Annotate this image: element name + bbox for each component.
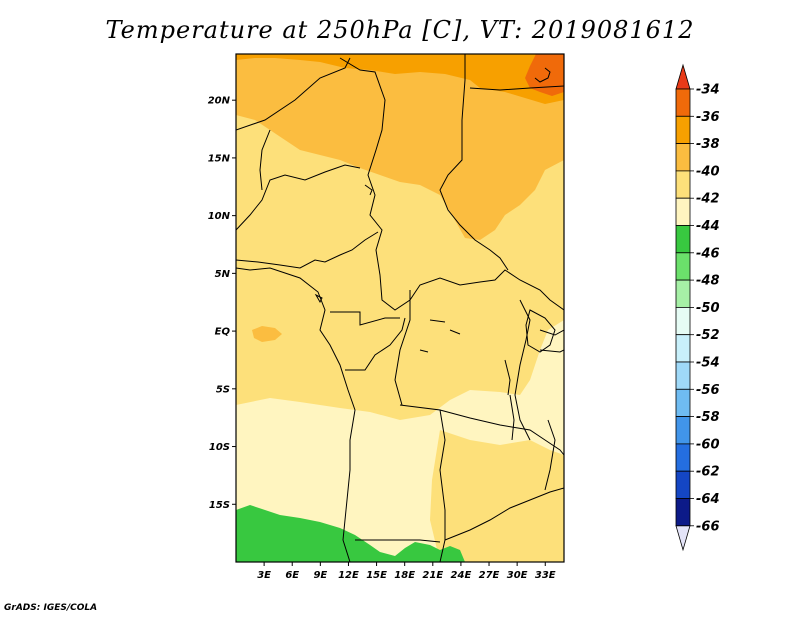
colorbar-swatch (675, 388, 691, 417)
colorbar-swatch (675, 498, 691, 527)
lat-tick-label: 5N (215, 269, 231, 280)
lon-tick-label: 6E (285, 570, 299, 581)
colorbar-swatch (675, 225, 691, 254)
colorbar-label: -64 (696, 492, 720, 507)
footer-credit: GrADS: IGES/COLA (4, 603, 98, 613)
lat-tick-label: 10N (208, 211, 231, 222)
lon-tick-label: 21E (422, 570, 443, 581)
colorbar-swatch (675, 470, 691, 499)
colorbar-swatch (675, 306, 691, 336)
colorbar-label: -48 (696, 274, 720, 289)
lat-tick-label: 5S (216, 384, 230, 395)
lat-tick-label: 15N (208, 153, 231, 164)
map-title: Temperature at 250hPa [C], VT: 201908161… (105, 16, 695, 44)
region-minus-38 (236, 54, 564, 240)
colorbar-label: -60 (696, 437, 720, 452)
longitude-axis: 3E 6E 9E 12E 15E 18E 21E 24E 27E 30E 33E (257, 562, 556, 581)
colorbar-swatch (675, 443, 691, 472)
country-borders (236, 54, 564, 562)
colorbar-swatch (675, 252, 691, 281)
colorbar-label: -36 (696, 110, 720, 125)
region-minus-44 (236, 505, 465, 562)
latitude-axis: 20N 15N 10N 5N EQ 5S 10S 15S (208, 96, 236, 511)
colorbar-label: -52 (696, 328, 720, 343)
colorbar-label: -34 (696, 83, 720, 98)
region-minus-38-west (252, 326, 282, 342)
temperature-fill (236, 54, 564, 562)
lon-tick-label: 12E (338, 570, 359, 581)
lon-tick-label: 33E (535, 570, 556, 581)
colorbar-label: -42 (696, 192, 720, 207)
lon-tick-label: 3E (257, 570, 271, 581)
colorbar-label: -38 (696, 137, 720, 152)
lat-tick-label: 20N (208, 96, 231, 107)
colorbar-label: -58 (696, 410, 720, 425)
colorbar-label: -54 (696, 356, 720, 371)
colorbar: -34 -36 -38 -40 -42 -44 -46 -48 -50 -52 -54 -56 -58 -… (675, 63, 720, 552)
colorbar-swatch (675, 279, 691, 308)
lon-tick-label: 27E (479, 570, 500, 581)
colorbar-swatch (675, 361, 691, 390)
colorbar-swatch (675, 197, 691, 226)
lon-tick-label: 18E (394, 570, 415, 581)
colorbar-label: -44 (696, 219, 720, 234)
lon-tick-label: 30E (507, 570, 528, 581)
colorbar-label: -56 (696, 383, 720, 398)
colorbar-swatch (675, 143, 691, 172)
lon-tick-label: 15E (366, 570, 387, 581)
lat-tick-label: 15S (209, 500, 230, 511)
lon-tick-label: 9E (313, 570, 327, 581)
lat-tick-label: EQ (215, 327, 231, 338)
colorbar-swatch (675, 334, 691, 363)
colorbar-top-arrow (675, 63, 691, 90)
colorbar-label: -46 (696, 246, 720, 261)
colorbar-label: -50 (696, 301, 720, 316)
region-minus-36 (236, 54, 564, 104)
colorbar-label: -66 (696, 519, 720, 534)
lat-tick-label: 10S (209, 442, 230, 453)
colorbar-swatch (675, 88, 691, 117)
region-minus-40b (430, 430, 564, 562)
colorbar-label: -40 (696, 164, 720, 179)
colorbar-swatch (675, 115, 691, 145)
lon-tick-label: 24E (451, 570, 472, 581)
map-frame (235, 53, 565, 563)
colorbar-label: -62 (696, 465, 720, 480)
colorbar-swatch (675, 416, 691, 445)
region-minus-34 (525, 54, 564, 96)
colorbar-swatch (675, 170, 691, 199)
colorbar-bottom-arrow (675, 525, 691, 552)
